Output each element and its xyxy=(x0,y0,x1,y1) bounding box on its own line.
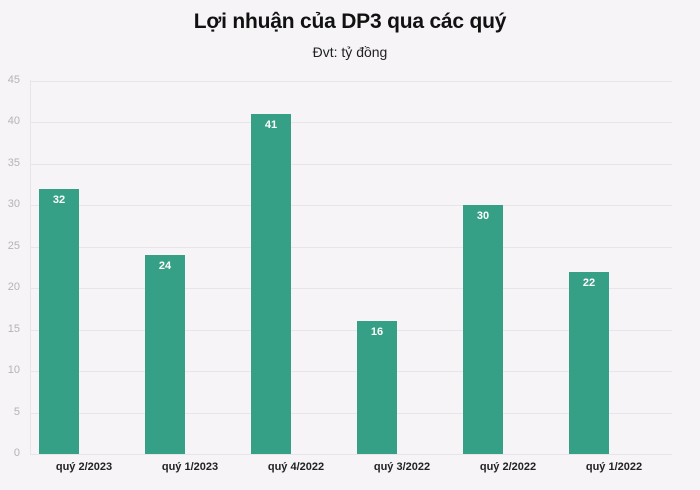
gridline xyxy=(30,371,672,372)
x-tick-label: quý 2/2022 xyxy=(479,461,537,473)
x-tick-label: quý 2/2023 xyxy=(55,461,113,473)
gridline xyxy=(30,205,672,206)
y-tick-label: 5 xyxy=(13,406,20,418)
chart-subtitle: Đvt: tỷ đồng xyxy=(312,44,388,60)
x-tick-label: quý 1/2022 xyxy=(585,461,643,473)
x-tick-label: quý 3/2022 xyxy=(373,461,431,473)
bar-value-label: 32 xyxy=(52,194,66,206)
bar[interactable]: 41 xyxy=(251,114,291,454)
y-tick-label: 25 xyxy=(7,240,20,252)
y-tick-label: 0 xyxy=(13,447,20,459)
gridline xyxy=(30,330,672,331)
bar-value-label: 22 xyxy=(582,277,596,289)
bar[interactable]: 24 xyxy=(145,255,185,454)
bar[interactable]: 30 xyxy=(463,205,503,454)
y-tick-label: 10 xyxy=(7,364,20,376)
x-tick-label: quý 1/2023 xyxy=(161,461,219,473)
bar-value-label: 24 xyxy=(158,260,172,272)
gridline xyxy=(30,454,672,455)
y-tick-label: 15 xyxy=(7,323,20,335)
chart-title: Lợi nhuận của DP3 qua các quý xyxy=(193,10,507,33)
gridline xyxy=(30,164,672,165)
gridline xyxy=(30,122,672,123)
y-tick-label: 45 xyxy=(7,74,20,86)
y-tick-label: 30 xyxy=(7,198,20,210)
bar[interactable]: 16 xyxy=(357,321,397,454)
x-tick-label: quý 4/2022 xyxy=(267,461,325,473)
bar[interactable]: 32 xyxy=(39,189,79,454)
gridline xyxy=(30,288,672,289)
gridline xyxy=(30,247,672,248)
y-tick-label: 35 xyxy=(7,157,20,169)
bar-value-label: 16 xyxy=(370,326,384,338)
y-axis-line xyxy=(30,80,31,454)
gridline xyxy=(30,413,672,414)
bar[interactable]: 22 xyxy=(569,272,609,454)
bar-value-label: 41 xyxy=(264,119,278,131)
bar-value-label: 30 xyxy=(476,210,490,222)
gridline xyxy=(30,81,672,82)
y-tick-label: 20 xyxy=(7,281,20,293)
y-tick-label: 40 xyxy=(7,115,20,127)
